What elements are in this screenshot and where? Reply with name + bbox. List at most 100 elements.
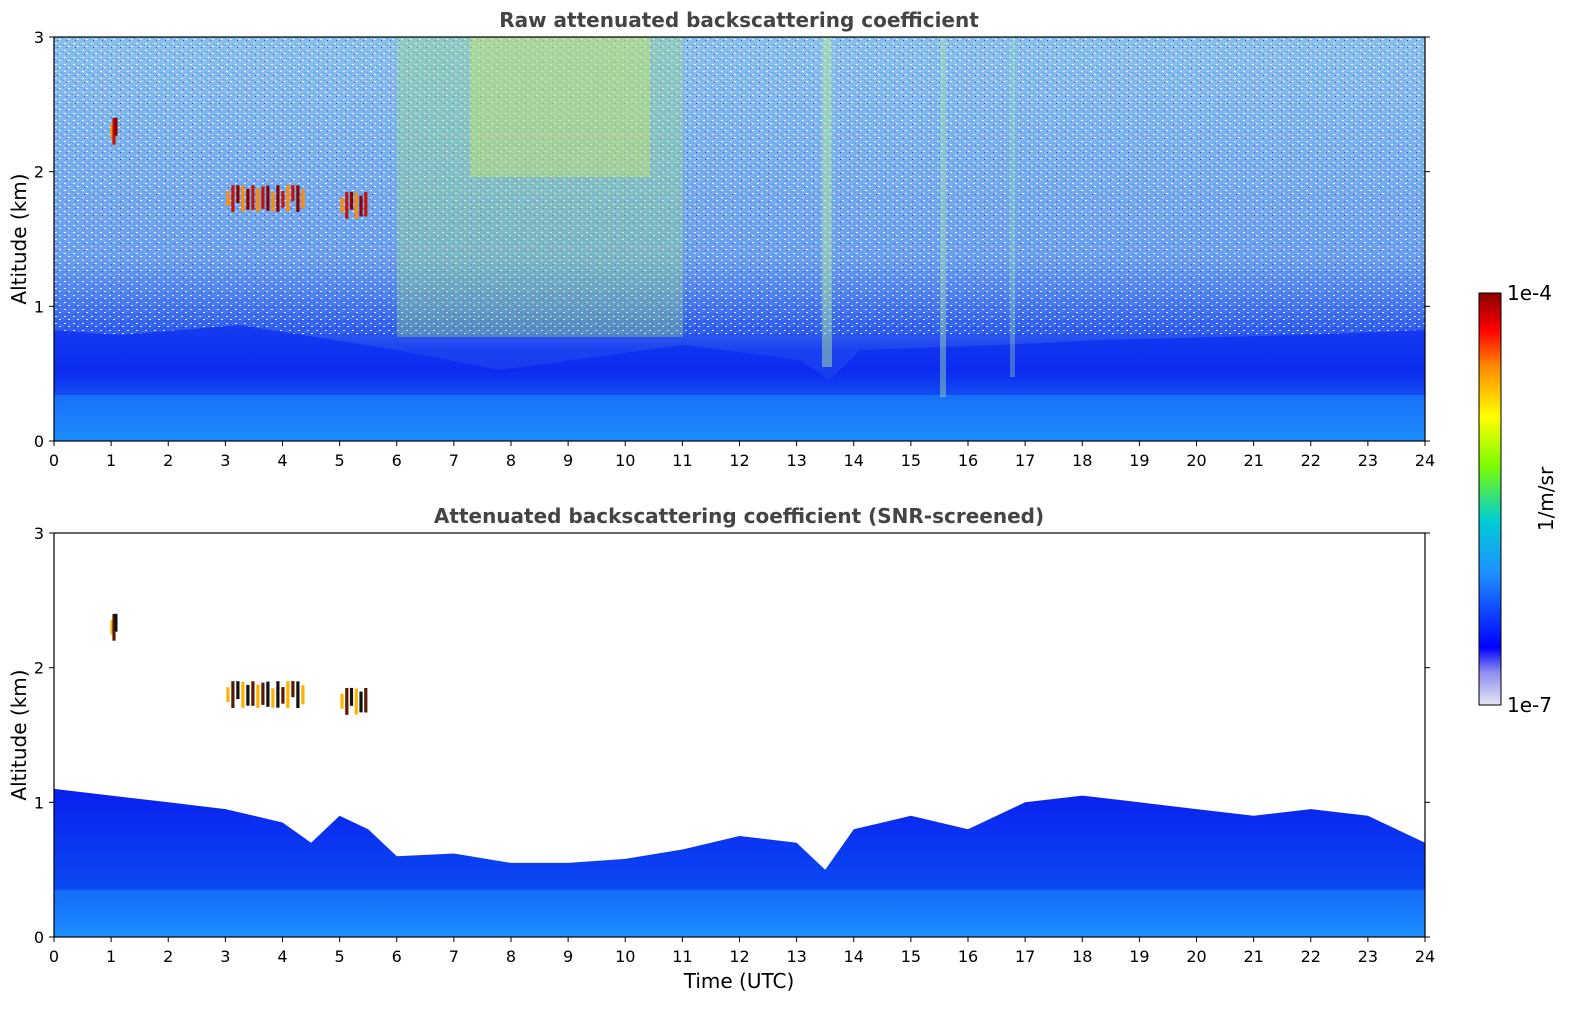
screened-cloud-mark [226,687,230,702]
screened-panel: Attenuated backscattering coefficient (S… [7,504,1435,993]
screened-x-tick-label: 19 [1129,947,1149,966]
screened-x-tick-label: 12 [729,947,749,966]
screened-cloud-mark [276,681,280,708]
raw-x-tick-label: 22 [1301,451,1321,470]
raw-cloud-mark [112,117,116,145]
screened-cloud-mark [241,681,245,708]
screened-x-tick-label: 18 [1072,947,1092,966]
raw-cloud-marks [110,117,368,219]
screened-x-tick-label: 16 [958,947,978,966]
raw-cloud-mark [340,197,344,213]
raw-cloud-mark [114,117,118,136]
raw-x-tick-label: 2 [163,451,173,470]
raw-x-ticks: 0 1 2 3 4 5 6 7 8 9 10 11 12 13 14 15 16 17 18 19 20 21 22 23 24 [49,441,1435,470]
screened-y-tick-label: 1 [34,793,44,812]
raw-cloud-mark [110,123,114,139]
raw-panel-title: Raw attenuated backscattering coefficien… [499,8,979,32]
screened-x-tick-label: 10 [615,947,635,966]
raw-cloud-mark [256,188,260,212]
screened-cloud-marks [110,613,368,715]
screened-x-tick-label: 7 [449,947,459,966]
colorbar-max-label: 1e-4 [1507,281,1552,305]
screened-y-tick-label: 3 [34,524,44,543]
raw-x-tick-label: 17 [1015,451,1035,470]
screened-panel-title: Attenuated backscattering coefficient (S… [434,504,1044,528]
screened-x-tick-label: 24 [1415,947,1435,966]
screened-x-tick-label: 0 [49,947,59,966]
raw-heatmap [54,37,1425,441]
raw-x-tick-label: 3 [220,451,230,470]
screened-x-tick-label: 5 [335,947,345,966]
raw-x-tick-label: 14 [844,451,864,470]
screened-cloud-mark [256,684,260,708]
screened-x-tick-label: 14 [844,947,864,966]
raw-x-tick-label: 10 [615,451,635,470]
screened-x-axis-label: Time (UTC) [683,969,795,993]
raw-cloud-mark [364,192,368,217]
screened-x-tick-label: 3 [220,947,230,966]
raw-cloud-mark [281,191,285,208]
raw-cloud-mark [236,185,240,204]
screened-cloud-mark [364,688,368,713]
screened-cloud-mark [340,693,344,709]
raw-y-tick-label: 1 [34,297,44,316]
screened-cloud-mark [349,687,354,706]
raw-cloud-mark [354,192,358,219]
raw-x-tick-label: 6 [392,451,402,470]
raw-cloud-mark [271,192,275,212]
screened-x-tick-label: 6 [392,947,402,966]
raw-cloud-mark [266,185,270,211]
screened-cloud-mark [345,688,349,715]
screened-cloud-mark [301,685,305,705]
screened-x-tick-label: 20 [1186,947,1206,966]
raw-cloud-mark [296,185,300,212]
screened-cloud-mark [359,691,363,713]
boundary-layer-area [54,788,1425,937]
raw-cloud-mark [276,185,280,212]
raw-x-tick-label: 15 [901,451,921,470]
raw-cloud-mark [226,191,230,206]
screened-cloud-mark [281,687,285,704]
screened-x-tick-label: 23 [1358,947,1378,966]
raw-x-tick-label: 19 [1129,451,1149,470]
raw-cloud-mark [241,185,245,212]
raw-cloud-mark [231,185,235,212]
raw-x-tick-label: 8 [506,451,516,470]
screened-cloud-mark [266,681,270,707]
screened-cloud-mark [296,681,300,708]
screened-x-tick-label: 22 [1301,947,1321,966]
raw-x-tick-label: 1 [106,451,116,470]
screened-cloud-mark [112,613,116,641]
screened-x-tick-label: 4 [277,947,287,966]
screened-cloud-mark [246,684,250,706]
raw-cloud-mark [349,191,354,210]
screened-cloud-mark [231,681,235,708]
screened-cloud-mark [354,688,358,715]
screened-x-tick-label: 11 [672,947,692,966]
screened-x-tick-label: 9 [563,947,573,966]
colorbar-unit-label: 1/m/sr [1534,466,1558,531]
screened-x-ticks: 0 1 2 3 4 5 6 7 8 9 10 11 12 13 14 15 16 17 18 19 20 21 22 23 24 [49,937,1435,966]
raw-cloud-mark [286,185,290,212]
raw-cloud-mark [301,189,305,209]
raw-x-tick-label: 0 [49,451,59,470]
screened-y-tick-label: 0 [34,928,44,947]
screened-cloud-mark [271,688,275,708]
screened-x-tick-label: 8 [506,947,516,966]
raw-y-ticks: 0 1 2 3 [34,28,1430,451]
raw-x-tick-label: 4 [277,451,287,470]
raw-x-tick-label: 24 [1415,451,1435,470]
raw-x-tick-label: 9 [563,451,573,470]
screened-cloud-mark [236,681,240,700]
raw-cloud-mark [345,192,349,219]
colorbar: 1e-4 1e-7 1/m/sr [1478,281,1558,717]
screened-cloud-mark [291,681,295,698]
raw-x-tick-label: 11 [672,451,692,470]
raw-x-tick-label: 18 [1072,451,1092,470]
screened-cloud-mark [114,613,118,632]
raw-noise-band [397,37,683,337]
raw-y-tick-label: 2 [34,163,44,182]
screened-y-tick-label: 2 [34,659,44,678]
raw-panel: Raw attenuated backscattering coefficien… [7,8,1435,470]
